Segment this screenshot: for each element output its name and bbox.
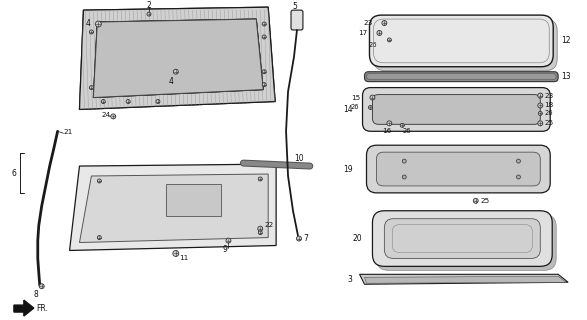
Polygon shape bbox=[79, 7, 275, 109]
Text: 20: 20 bbox=[353, 234, 363, 243]
Circle shape bbox=[126, 100, 130, 103]
Text: 25: 25 bbox=[481, 198, 490, 204]
Circle shape bbox=[382, 20, 387, 26]
Text: 4: 4 bbox=[86, 19, 90, 28]
Circle shape bbox=[111, 114, 116, 119]
Text: 24: 24 bbox=[102, 112, 110, 118]
Text: 15: 15 bbox=[351, 94, 360, 100]
Polygon shape bbox=[69, 164, 276, 251]
Text: 22: 22 bbox=[264, 222, 274, 228]
Circle shape bbox=[400, 123, 404, 127]
Circle shape bbox=[262, 22, 266, 26]
Circle shape bbox=[296, 236, 302, 241]
Text: 21: 21 bbox=[63, 129, 73, 135]
Circle shape bbox=[538, 103, 543, 108]
Text: 10: 10 bbox=[294, 154, 303, 163]
Text: 26: 26 bbox=[402, 128, 411, 134]
Circle shape bbox=[226, 238, 231, 243]
Circle shape bbox=[262, 70, 266, 74]
Circle shape bbox=[258, 231, 262, 235]
Polygon shape bbox=[93, 19, 263, 98]
Text: 11: 11 bbox=[179, 255, 188, 261]
FancyBboxPatch shape bbox=[369, 15, 553, 67]
Text: 26: 26 bbox=[369, 42, 377, 48]
Text: 4: 4 bbox=[169, 77, 174, 86]
FancyBboxPatch shape bbox=[376, 152, 540, 186]
Circle shape bbox=[377, 30, 382, 36]
Circle shape bbox=[538, 93, 543, 98]
Circle shape bbox=[517, 159, 521, 163]
Circle shape bbox=[173, 69, 178, 74]
Circle shape bbox=[387, 121, 392, 126]
Text: 18: 18 bbox=[544, 102, 554, 108]
Circle shape bbox=[262, 83, 266, 87]
Circle shape bbox=[473, 198, 478, 203]
Circle shape bbox=[369, 106, 373, 109]
Text: 7: 7 bbox=[303, 234, 308, 243]
Text: 14: 14 bbox=[343, 105, 353, 114]
Text: 13: 13 bbox=[561, 72, 571, 81]
Polygon shape bbox=[360, 274, 568, 284]
FancyBboxPatch shape bbox=[365, 72, 558, 82]
Text: 23: 23 bbox=[363, 20, 373, 26]
Circle shape bbox=[97, 179, 102, 183]
Text: 17: 17 bbox=[358, 30, 367, 36]
Text: 6: 6 bbox=[11, 169, 16, 178]
PathPatch shape bbox=[79, 7, 275, 109]
FancyBboxPatch shape bbox=[366, 74, 556, 80]
Circle shape bbox=[102, 100, 105, 103]
Text: 25: 25 bbox=[544, 120, 554, 126]
Circle shape bbox=[89, 86, 93, 90]
Polygon shape bbox=[14, 300, 34, 316]
Text: 8: 8 bbox=[34, 290, 39, 299]
Circle shape bbox=[258, 177, 262, 181]
FancyBboxPatch shape bbox=[373, 94, 540, 124]
Circle shape bbox=[147, 12, 151, 16]
Polygon shape bbox=[93, 19, 263, 98]
Text: 5: 5 bbox=[292, 2, 297, 11]
FancyBboxPatch shape bbox=[373, 19, 557, 71]
Text: 26: 26 bbox=[350, 104, 359, 110]
Text: 26: 26 bbox=[544, 110, 553, 116]
Circle shape bbox=[97, 236, 102, 240]
Text: 16: 16 bbox=[382, 128, 392, 134]
FancyBboxPatch shape bbox=[373, 211, 552, 266]
Text: 9: 9 bbox=[222, 245, 227, 254]
Circle shape bbox=[517, 175, 521, 179]
Text: 3: 3 bbox=[348, 275, 353, 284]
Circle shape bbox=[173, 251, 179, 256]
FancyBboxPatch shape bbox=[384, 219, 540, 259]
Circle shape bbox=[387, 38, 392, 42]
Circle shape bbox=[402, 175, 406, 179]
Text: 19: 19 bbox=[343, 164, 353, 173]
Circle shape bbox=[402, 159, 406, 163]
Circle shape bbox=[156, 100, 160, 103]
Circle shape bbox=[39, 284, 44, 289]
Circle shape bbox=[89, 30, 93, 34]
Text: 23: 23 bbox=[544, 92, 554, 99]
Text: FR.: FR. bbox=[36, 304, 48, 313]
FancyBboxPatch shape bbox=[376, 215, 556, 270]
Text: 2: 2 bbox=[147, 1, 151, 10]
Polygon shape bbox=[365, 276, 566, 283]
Polygon shape bbox=[79, 174, 268, 243]
FancyBboxPatch shape bbox=[291, 10, 303, 30]
Circle shape bbox=[95, 21, 102, 27]
FancyBboxPatch shape bbox=[363, 88, 550, 131]
FancyBboxPatch shape bbox=[366, 145, 550, 193]
Text: 12: 12 bbox=[561, 36, 571, 45]
Circle shape bbox=[370, 95, 375, 100]
Circle shape bbox=[538, 121, 543, 126]
Circle shape bbox=[262, 35, 266, 39]
Circle shape bbox=[538, 111, 542, 116]
Polygon shape bbox=[166, 184, 221, 216]
Circle shape bbox=[258, 226, 263, 231]
